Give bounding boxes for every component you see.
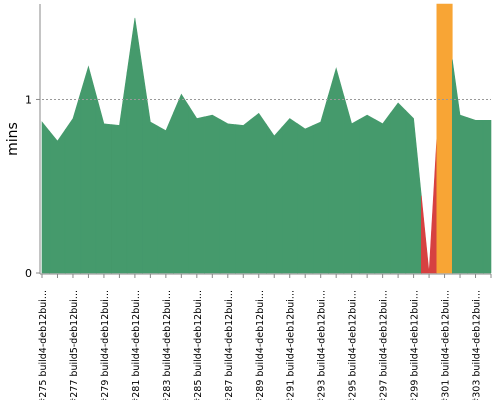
area-build-281 [126,17,143,274]
x-tick-label: #283 build4-deb12bui... [162,290,173,400]
y-tick-label-1: 1 [25,93,32,106]
area-build-302 [451,59,469,274]
x-tick-label: #279 build4-deb12bui... [100,290,111,400]
area-build-287 [219,118,236,274]
area-build-300 [421,138,438,274]
x-tick-label: #293 build4-deb12bui... [317,290,328,400]
area-build-295 [343,95,360,274]
area-build-282 [142,69,159,274]
area-build-283 [157,112,174,274]
x-tick-label: #277 build5-deb12bui... [69,290,80,400]
area-build-299 [405,110,422,274]
area-build-285 [188,105,205,274]
x-tick-label: #303 build4-deb12bui... [472,290,483,400]
area-build-288 [235,118,252,274]
y-tick-label-0: 0 [25,267,32,280]
x-axis-ticks: #275 build4-deb12bui... #277 build5-deb12… [38,274,492,400]
area-build-297 [374,112,391,274]
y-axis-label: mins [5,122,21,156]
area-build-284 [173,93,190,274]
area-build-280 [111,71,128,274]
area-build-291 [281,118,298,274]
area-build-278 [80,65,97,274]
x-tick-label: #301 build4-deb12bui... [441,290,452,400]
area-build-275 [41,121,51,274]
area-build-286 [204,114,221,274]
area-build-289 [250,112,267,274]
area-build-296 [359,114,376,274]
x-tick-label: #291 build4-deb12bui... [286,290,297,400]
area-build-293 [312,95,329,274]
x-tick-label: #287 build4-deb12bui... [224,290,235,400]
x-tick-label: #289 build4-deb12bui... [255,290,266,400]
area-build-279 [95,95,112,274]
x-tick-label: #285 build4-deb12bui... [193,290,204,400]
x-tick-label: #297 build4-deb12bui... [379,290,390,400]
area-build-276 [49,128,66,274]
x-tick-label: #281 build4-deb12bui... [131,290,142,400]
area-build-290 [266,123,283,274]
x-tick-label: #299 build4-deb12bui... [410,290,421,400]
x-tick-label: #275 build4-deb12bui... [38,290,49,400]
area-build-292 [297,123,314,274]
duration-areas [41,3,492,274]
area-build-301 [436,3,453,274]
area-build-304 [482,119,492,274]
area-build-303 [467,117,484,274]
area-build-277 [64,92,82,274]
area-build-298 [390,102,407,274]
area-build-294 [328,67,345,274]
x-tick-label: #295 build4-deb12bui... [348,290,359,400]
y-axis-ticks: 01 [25,93,40,280]
